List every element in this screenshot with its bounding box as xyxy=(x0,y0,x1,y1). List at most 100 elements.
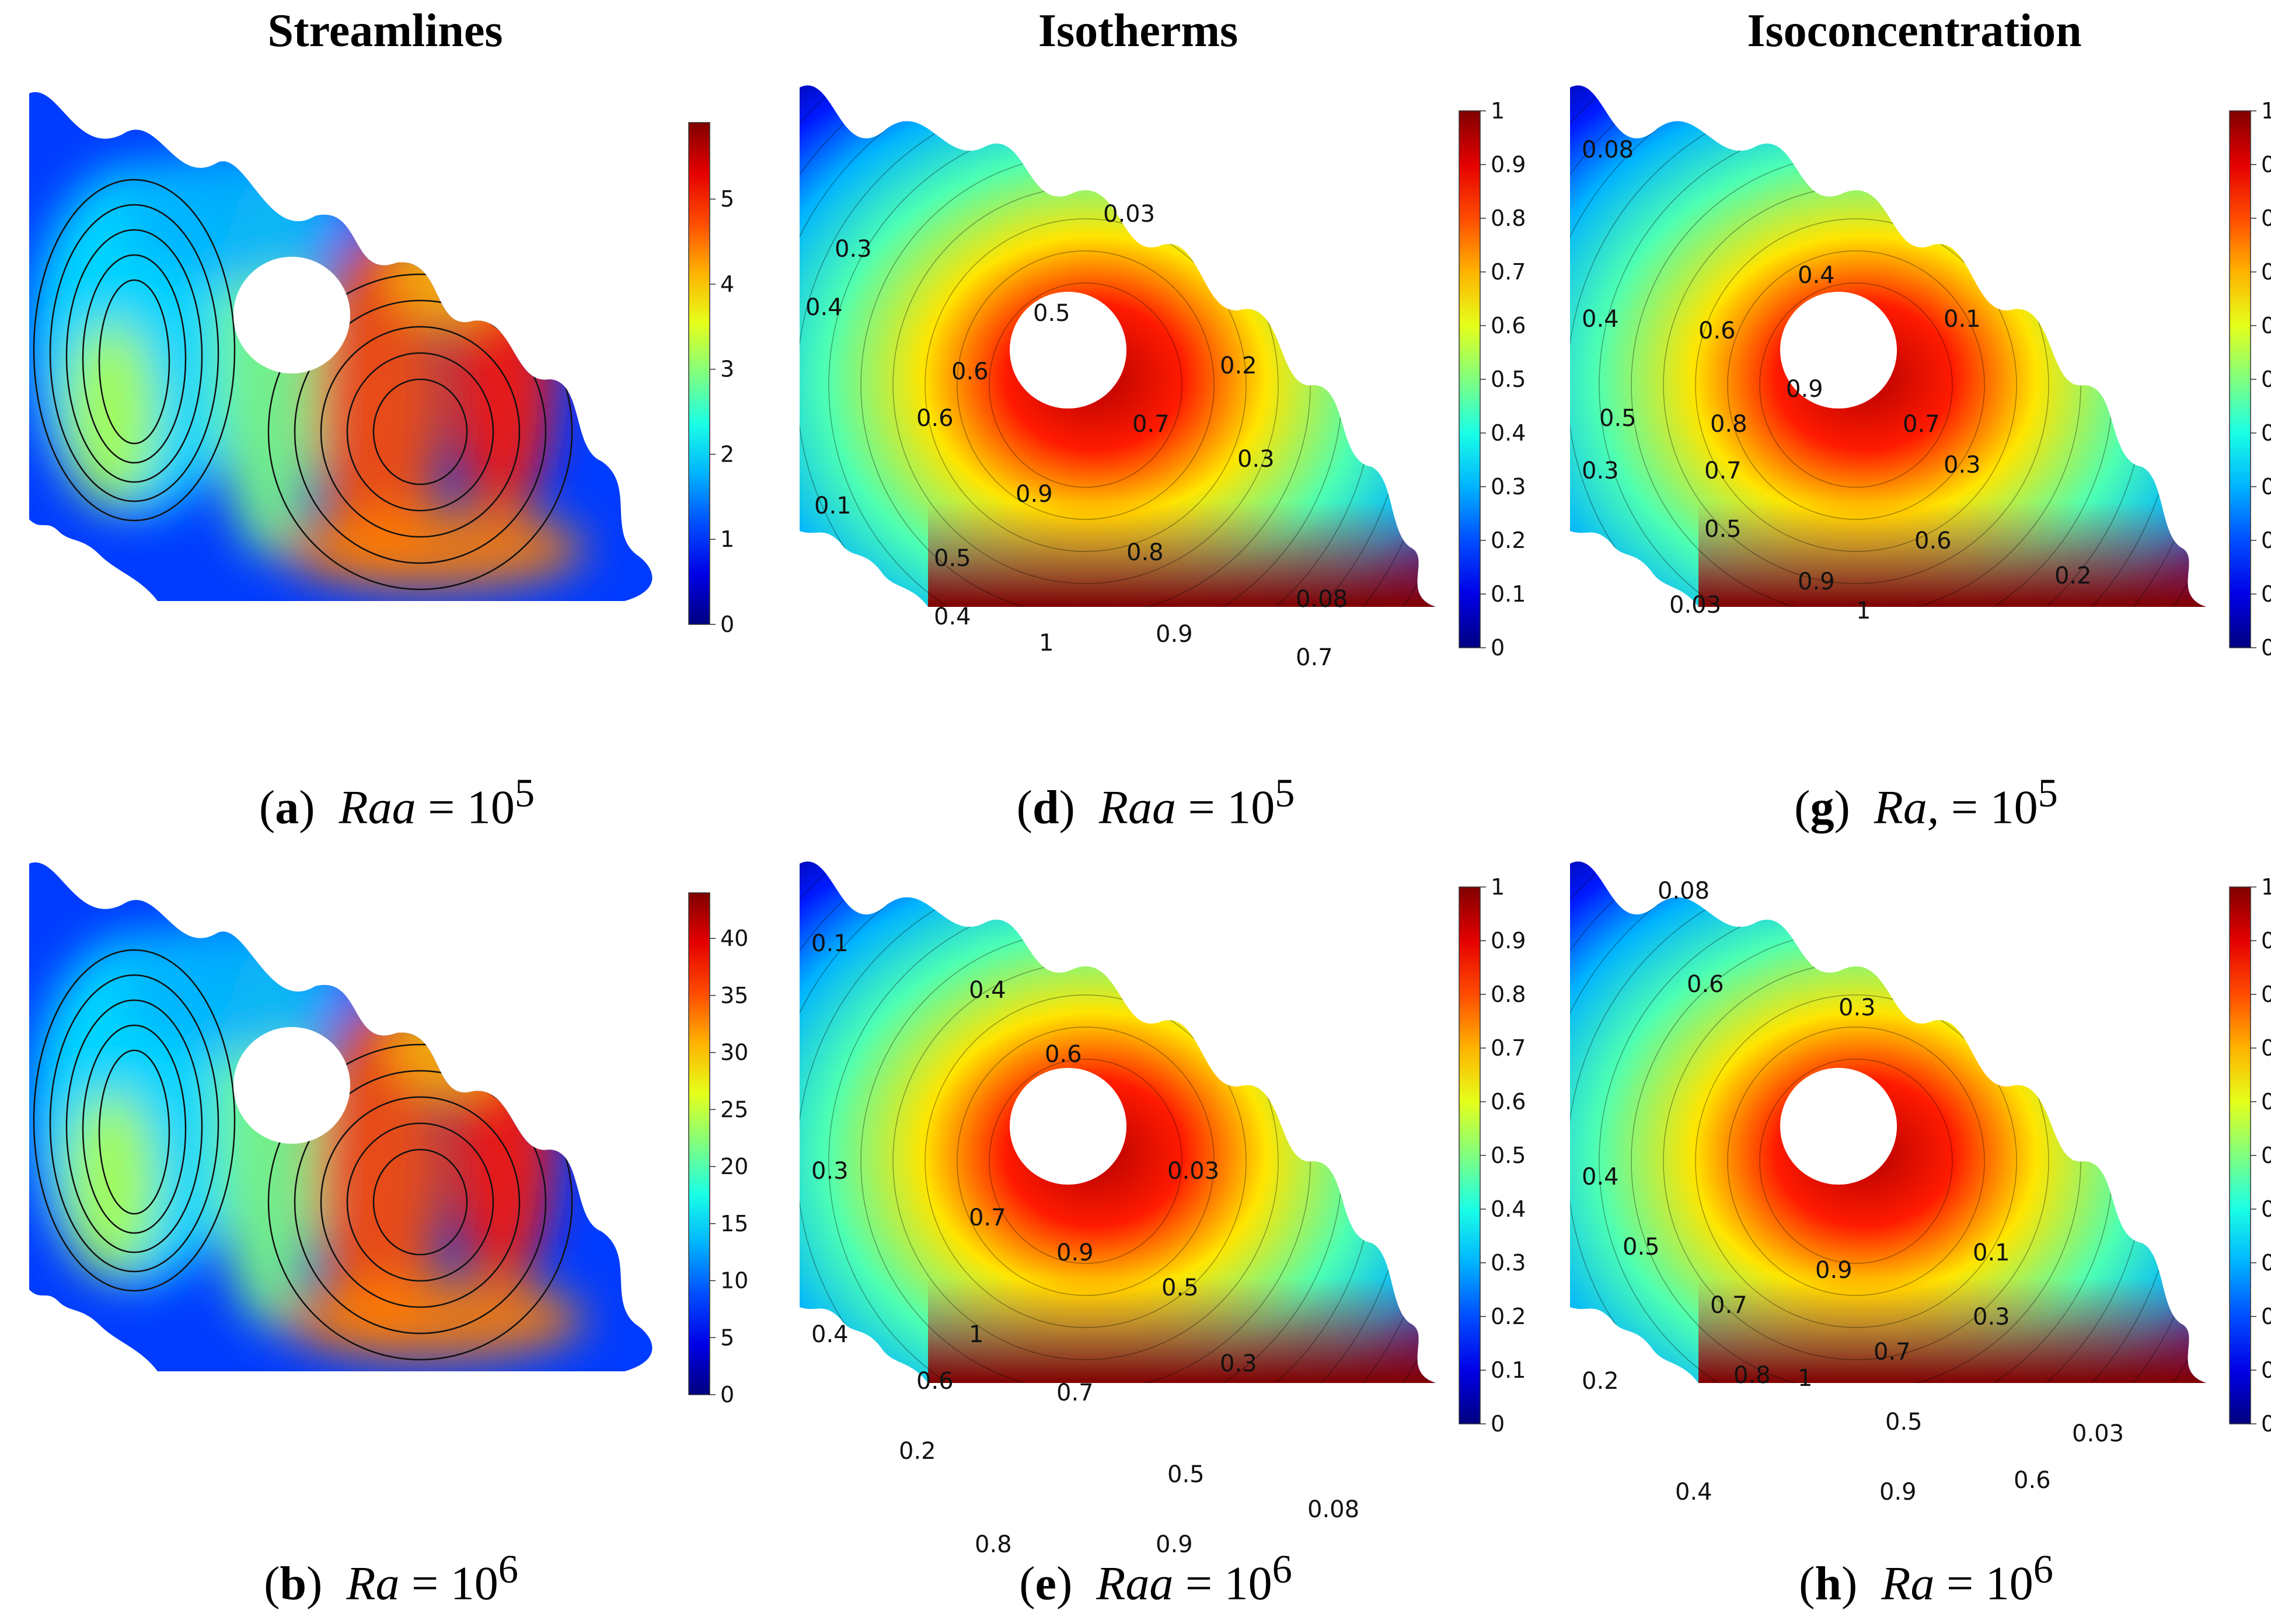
colorbar-tick-label: 0.7 xyxy=(2261,1035,2271,1061)
colorbar-tick-label: 0 xyxy=(1491,635,1505,661)
colorbar xyxy=(2229,110,2251,648)
colorbar xyxy=(688,892,710,1395)
caption-a: (a) Raa = 105 xyxy=(259,771,535,834)
colorbar-tick-label: 0.4 xyxy=(1491,420,1526,446)
caption-e: (e) Raa = 106 xyxy=(1019,1547,1292,1610)
panel-b-streamlines: 0 5 10 15 20 25 30 35 40 xyxy=(29,862,748,1408)
colorbar-tick-label: 1 xyxy=(720,526,734,552)
contour-label: 0.1 xyxy=(1944,306,1981,333)
contour-label: 0.3 xyxy=(1839,994,1876,1021)
contour-label: 0.9 xyxy=(1056,1239,1094,1266)
contour-label: 0.8 xyxy=(975,1531,1012,1558)
colorbar-tick-label: 0.5 xyxy=(1491,1143,1526,1168)
cylinder-obstacle xyxy=(233,1027,350,1144)
contour-label: 0.5 xyxy=(1167,1461,1205,1488)
contour-label: 0.9 xyxy=(1156,1531,1193,1558)
contour-label: 0.4 xyxy=(811,1321,849,1348)
contour-label: 0.5 xyxy=(1885,1409,1923,1436)
panel-d-isotherms: 0.03 0.3 0.4 0.5 0.6 0.6 0.7 0.2 0.3 0.9 0.1 0.5 0.8… xyxy=(800,85,1526,671)
contour-label: 0.8 xyxy=(1126,539,1164,566)
contour-label: 0.7 xyxy=(1296,644,1333,671)
colorbar-tick-label: 40 xyxy=(720,925,748,951)
colorbar-tick-label: 0 xyxy=(1491,1411,1505,1437)
colorbar-tick-label: 0.7 xyxy=(2261,259,2271,285)
colorbar-tick-label: 0.3 xyxy=(2261,474,2271,500)
contour-label: 0.03 xyxy=(2072,1420,2124,1447)
contour-label: 1 xyxy=(969,1321,983,1348)
contour-label: 0.5 xyxy=(1623,1234,1660,1260)
contour-label: 0.4 xyxy=(1582,1164,1619,1190)
panel-a-streamlines: 0 1 2 3 4 5 xyxy=(29,92,734,637)
contour-label: 0.3 xyxy=(1582,457,1619,484)
contour-label: 0.3 xyxy=(1237,446,1275,473)
colorbar-tick-label: 0.5 xyxy=(2261,366,2271,392)
contour-label: 0.6 xyxy=(1687,971,1724,998)
caption-g: (g) Ra, = 105 xyxy=(1794,771,2058,834)
colorbar-tick-label: 0.3 xyxy=(1491,1250,1526,1276)
colorbar-tick-label: 0.1 xyxy=(1491,1357,1526,1383)
colorbar-tick-label: 20 xyxy=(720,1154,748,1179)
contour-label: 0.6 xyxy=(951,358,989,385)
colorbar-tick-label: 0.7 xyxy=(1491,259,1526,285)
colorbar-tick-label: 0.4 xyxy=(2261,420,2271,446)
contour-label: 0.6 xyxy=(1914,528,1952,554)
colorbar-tick-label: 0.1 xyxy=(1491,581,1526,607)
colorbar-tick-label: 0.7 xyxy=(1491,1035,1526,1061)
colorbar-tick-label: 0.3 xyxy=(1491,474,1526,500)
colorbar-tick-label: 0.6 xyxy=(1491,1089,1526,1115)
stream-field xyxy=(29,92,653,602)
colorbar-tick-label: 0.2 xyxy=(1491,528,1526,553)
colorbar-tick-label: 0.8 xyxy=(1491,205,1526,231)
contour-label: 0.9 xyxy=(1786,376,1823,403)
contour-label: 0.2 xyxy=(1582,1368,1619,1395)
colorbar-tick-label: 4 xyxy=(720,271,734,297)
contour-label: 0.08 xyxy=(1582,137,1634,163)
contour-label: 0.08 xyxy=(1296,586,1348,613)
cylinder-obstacle xyxy=(233,257,350,373)
contour-label: 0.4 xyxy=(969,977,1006,1004)
contour-label: 0.5 xyxy=(934,545,971,572)
colorbar-tick-label: 0.5 xyxy=(2261,1143,2271,1168)
caption-h: (h) Ra = 106 xyxy=(1799,1547,2053,1610)
cylinder-obstacle xyxy=(1010,292,1126,408)
colorbar-tick-label: 0.8 xyxy=(1491,982,1526,1007)
contour-label: 0.2 xyxy=(1220,352,1257,379)
contour-label: 0.7 xyxy=(1903,411,1940,438)
contour-label: 0.6 xyxy=(1698,317,1736,344)
streamlines xyxy=(33,179,573,591)
colorbar-tick-label: 25 xyxy=(720,1096,748,1122)
contour-label: 0.9 xyxy=(1798,568,1835,595)
contour-label: 0.1 xyxy=(814,493,852,519)
panel-g-isoconcentration: 0.080.40.40.6 0.10.90.5 0.80.7 0.30.70.30.5… xyxy=(1570,85,2271,661)
contour-label: 0.5 xyxy=(1161,1274,1199,1301)
contour-label: 0.9 xyxy=(1879,1479,1917,1506)
caption-d: (d) Raa = 105 xyxy=(1016,771,1295,834)
colorbar-tick-label: 1 xyxy=(1491,98,1505,124)
contour-label: 0.7 xyxy=(1132,411,1170,438)
contour-label: 0.2 xyxy=(899,1438,936,1465)
colorbar-tick-label: 0.8 xyxy=(2261,982,2271,1007)
colorbar-tick-label: 0.8 xyxy=(2261,205,2271,231)
contour-label: 0.9 xyxy=(1016,481,1053,508)
contour-label: 0.03 xyxy=(1669,592,1721,619)
colorbar-tick-label: 0.4 xyxy=(2261,1196,2271,1222)
colorbar-tick-label: 0.9 xyxy=(1491,152,1526,177)
colorbar-tick-label: 5 xyxy=(720,1325,734,1350)
colorbar-tick-label: 1 xyxy=(2261,98,2271,124)
contour-label: 0.9 xyxy=(1815,1257,1853,1284)
column-title-isotherms: Isotherms xyxy=(1038,5,1239,57)
contour-label: 0.03 xyxy=(1103,201,1155,228)
contour-label: 0.2 xyxy=(2054,563,2092,589)
panel-e-isotherms: 0.1 0.4 0.6 0.3 0.03 0.7 0.9 0.5 0.4 1 0.6 0.7 0.3 0.… xyxy=(800,861,1526,1558)
colorbar-tick-label: 0.5 xyxy=(1491,366,1526,392)
contour-label: 0.5 xyxy=(1704,516,1742,543)
colorbar xyxy=(1459,110,1481,648)
contour-label: 0.3 xyxy=(1220,1350,1257,1377)
contour-label: 0.9 xyxy=(1156,621,1193,648)
contour-label: 0.3 xyxy=(1973,1304,2010,1330)
colorbar xyxy=(688,122,710,625)
contour-label: 0.4 xyxy=(934,603,971,630)
contour-label: 1 xyxy=(1856,598,1871,624)
contour-label: 0.8 xyxy=(1710,411,1747,438)
colorbar-tick-label: 0.2 xyxy=(2261,1304,2271,1329)
